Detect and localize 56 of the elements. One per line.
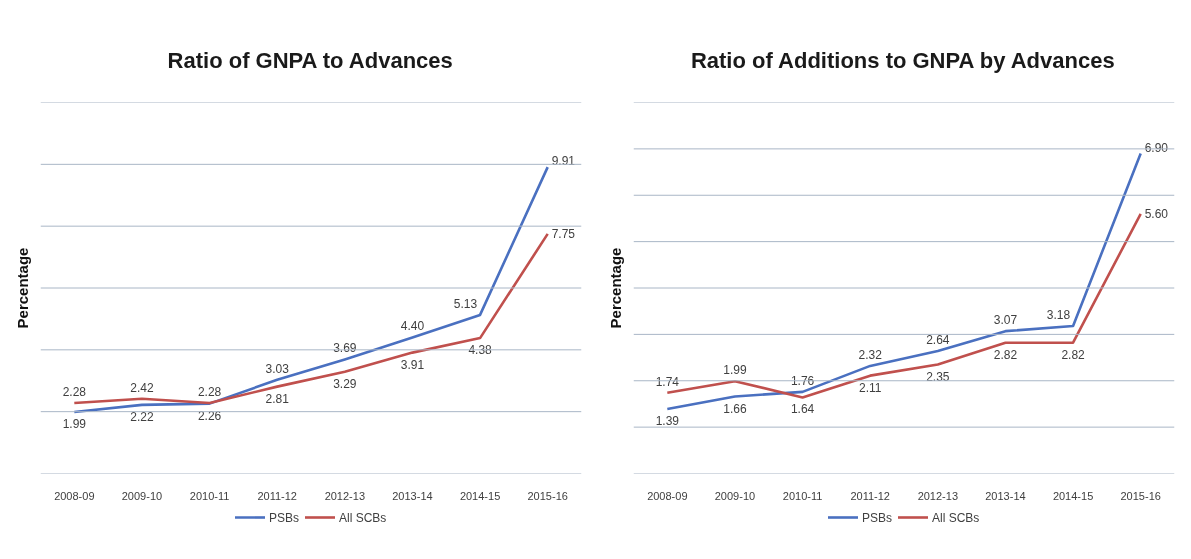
x-tick-label: 2008-09 bbox=[647, 489, 688, 502]
data-label: 2.64 bbox=[926, 333, 950, 348]
y-axis-title: Percentage bbox=[606, 247, 624, 329]
data-label: 2.28 bbox=[197, 385, 222, 400]
data-label: 3.91 bbox=[400, 357, 425, 372]
data-label: 6.90 bbox=[1144, 140, 1169, 155]
data-label: 5.60 bbox=[1144, 207, 1169, 222]
data-label: 3.69 bbox=[333, 341, 357, 356]
data-label: 1.99 bbox=[62, 416, 87, 431]
data-label: 3.29 bbox=[333, 376, 357, 391]
y-axis-title: Percentage bbox=[13, 247, 31, 329]
x-tick-label: 2014-15 bbox=[459, 489, 501, 502]
chart-title: Ratio of GNPA to Advances bbox=[167, 47, 453, 73]
data-label: 4.40 bbox=[400, 319, 425, 334]
legend-label: PSBs bbox=[269, 510, 300, 525]
x-tick-label: 2009-10 bbox=[714, 489, 756, 502]
x-tick-label: 2015-16 bbox=[1120, 489, 1161, 502]
x-tick-label: 2010-11 bbox=[782, 489, 823, 502]
x-tick-label: 2015-16 bbox=[527, 489, 568, 502]
x-tick-label: 2009-10 bbox=[121, 489, 163, 502]
x-tick-label: 2013-14 bbox=[985, 489, 1026, 502]
x-tick-label: 2013-14 bbox=[392, 489, 433, 502]
data-label: 1.39 bbox=[655, 414, 680, 429]
data-label: 2.26 bbox=[197, 408, 222, 423]
data-label: 3.18 bbox=[1046, 308, 1071, 323]
data-label: 1.64 bbox=[790, 402, 815, 417]
data-label: 9.91 bbox=[551, 154, 576, 169]
x-tick-label: 2012-13 bbox=[917, 489, 958, 502]
data-label: 5.13 bbox=[453, 296, 478, 311]
x-tick-label: 2014-15 bbox=[1052, 489, 1094, 502]
data-label: 3.07 bbox=[993, 313, 1018, 328]
data-label: 1.76 bbox=[790, 373, 815, 388]
data-label: 2.82 bbox=[993, 347, 1018, 362]
legend-label: All SCBs bbox=[932, 510, 980, 525]
data-label: 2.42 bbox=[130, 380, 154, 395]
chart-title: Ratio of Additions to GNPA by Advances bbox=[690, 47, 1115, 73]
data-label: 3.03 bbox=[265, 361, 290, 376]
data-label: 7.75 bbox=[551, 227, 576, 242]
x-tick-label: 2011-12 bbox=[850, 489, 890, 502]
data-label: 2.81 bbox=[265, 391, 290, 406]
data-label: 2.28 bbox=[62, 385, 87, 400]
data-label: 4.38 bbox=[468, 343, 493, 358]
legend-label: PSBs bbox=[862, 510, 893, 525]
x-tick-label: 2010-11 bbox=[189, 489, 230, 502]
data-label: 1.74 bbox=[655, 374, 680, 389]
data-label: 1.99 bbox=[723, 363, 747, 378]
data-label: 2.35 bbox=[926, 369, 950, 384]
data-label: 2.22 bbox=[130, 409, 154, 424]
data-label: 2.32 bbox=[858, 347, 883, 362]
x-tick-label: 2011-12 bbox=[257, 489, 297, 502]
data-label: 2.11 bbox=[858, 380, 882, 395]
data-label: 2.82 bbox=[1061, 347, 1086, 362]
x-tick-label: 2008-09 bbox=[54, 489, 95, 502]
data-label: 1.66 bbox=[723, 401, 747, 416]
legend-label: All SCBs bbox=[339, 510, 387, 525]
x-tick-label: 2012-13 bbox=[324, 489, 365, 502]
